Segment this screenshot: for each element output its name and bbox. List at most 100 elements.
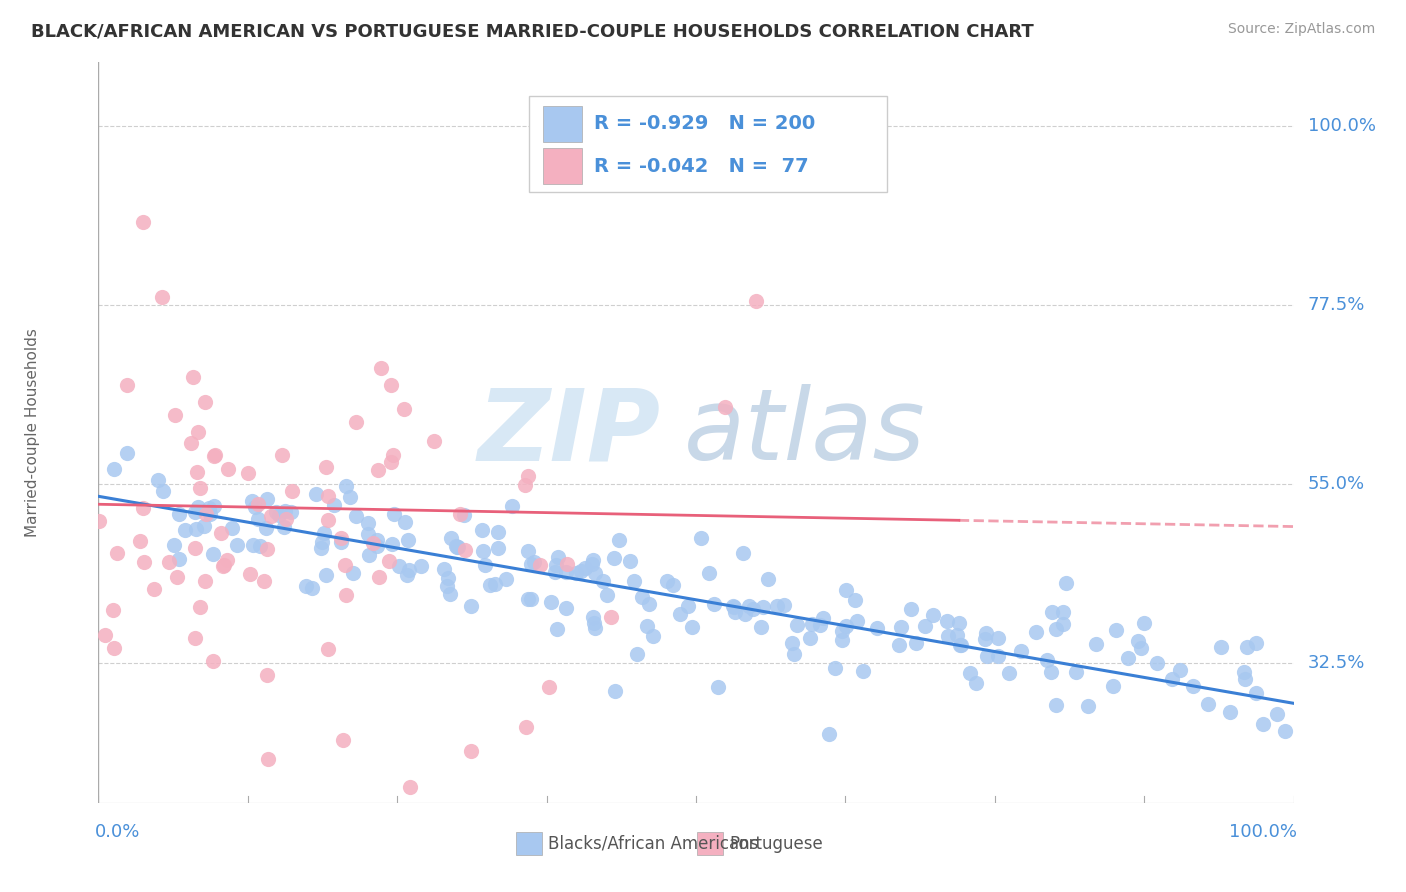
Text: 100.0%: 100.0%: [1308, 117, 1376, 135]
Point: [370, 360, 392, 375]
Point: [184, 505, 207, 519]
Point: [538, 680, 561, 694]
Point: [1209, 640, 1232, 654]
Text: Source: ZipAtlas.com: Source: ZipAtlas.com: [1227, 22, 1375, 37]
Point: [1040, 665, 1063, 679]
Point: [636, 619, 658, 633]
Point: [773, 598, 796, 612]
Point: [555, 566, 578, 580]
Point: [330, 535, 353, 549]
Point: [786, 618, 808, 632]
Point: [214, 558, 236, 572]
Point: [399, 780, 422, 794]
Point: [433, 561, 456, 575]
Text: atlas: atlas: [685, 384, 925, 481]
Point: [198, 500, 221, 515]
Text: BLACK/AFRICAN AMERICAN VS PORTUGUESE MARRIED-COUPLE HOUSEHOLDS CORRELATION CHART: BLACK/AFRICAN AMERICAN VS PORTUGUESE MAR…: [31, 22, 1033, 40]
Point: [697, 566, 720, 581]
Point: [734, 607, 756, 622]
Point: [479, 578, 502, 592]
Point: [495, 573, 517, 587]
Point: [243, 500, 266, 514]
Point: [946, 628, 969, 642]
Text: 32.5%: 32.5%: [1308, 655, 1365, 673]
Point: [1161, 672, 1184, 686]
Point: [581, 558, 603, 572]
Point: [1219, 706, 1241, 720]
Point: [444, 540, 467, 554]
Point: [256, 492, 278, 507]
FancyBboxPatch shape: [529, 95, 887, 192]
Point: [132, 555, 155, 569]
Point: [949, 638, 972, 652]
Point: [582, 610, 605, 624]
Point: [723, 599, 745, 614]
Point: [270, 448, 292, 462]
Point: [357, 516, 380, 530]
Point: [626, 648, 648, 662]
Point: [471, 544, 494, 558]
FancyBboxPatch shape: [543, 106, 582, 142]
Point: [1025, 625, 1047, 640]
Point: [380, 377, 402, 392]
Point: [440, 531, 463, 545]
Point: [484, 577, 506, 591]
Point: [267, 508, 290, 522]
Point: [800, 617, 823, 632]
Point: [501, 499, 523, 513]
Point: [188, 600, 211, 615]
Point: [515, 720, 537, 734]
Point: [184, 631, 207, 645]
Point: [367, 463, 389, 477]
Point: [582, 553, 605, 567]
Text: 77.5%: 77.5%: [1308, 296, 1365, 314]
Point: [105, 546, 128, 560]
Point: [163, 538, 186, 552]
Point: [226, 538, 249, 552]
Point: [342, 566, 364, 581]
Point: [193, 519, 215, 533]
Point: [186, 522, 208, 536]
Point: [751, 599, 773, 614]
Point: [460, 599, 482, 613]
Point: [731, 546, 754, 560]
Point: [335, 588, 357, 602]
Point: [1105, 624, 1128, 638]
Point: [986, 631, 1008, 645]
Point: [366, 533, 388, 547]
Point: [453, 508, 475, 522]
Point: [378, 554, 401, 568]
Point: [529, 558, 551, 572]
Point: [240, 494, 263, 508]
Point: [117, 445, 139, 459]
Point: [254, 520, 277, 534]
Point: [221, 521, 243, 535]
Point: [202, 547, 225, 561]
Point: [714, 400, 737, 414]
Point: [1077, 699, 1099, 714]
Point: [681, 620, 703, 634]
Point: [758, 572, 780, 586]
Point: [339, 490, 361, 504]
Point: [783, 647, 806, 661]
Point: [546, 558, 568, 573]
Point: [599, 610, 621, 624]
Point: [1236, 640, 1258, 655]
Text: R = -0.042   N =  77: R = -0.042 N = 77: [595, 157, 808, 176]
Point: [380, 455, 402, 469]
Text: Blacks/African Americans: Blacks/African Americans: [548, 835, 758, 853]
Point: [661, 578, 683, 592]
Point: [707, 680, 730, 694]
Point: [657, 574, 679, 588]
Point: [382, 507, 405, 521]
Point: [181, 370, 204, 384]
Point: [866, 621, 889, 635]
Point: [516, 544, 538, 558]
Point: [1274, 724, 1296, 739]
Point: [619, 553, 641, 567]
Point: [195, 507, 218, 521]
Point: [447, 540, 470, 554]
Point: [280, 483, 302, 498]
Point: [382, 448, 405, 462]
Point: [167, 551, 190, 566]
